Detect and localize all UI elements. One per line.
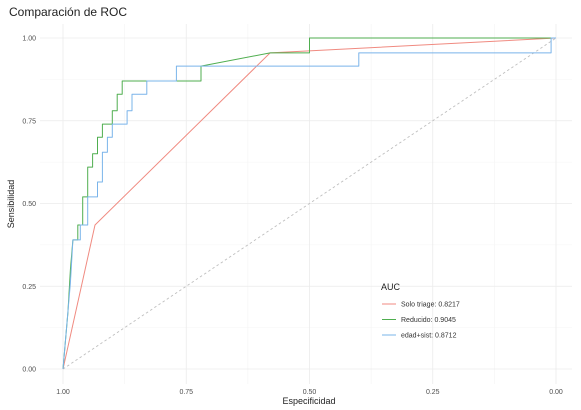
x-tick-label: 0.50: [303, 389, 317, 396]
series-line-2: [62, 37, 556, 370]
reference-line: [62, 37, 557, 370]
x-tick-label: 0.00: [549, 389, 563, 396]
y-tick-label: 0.00: [22, 367, 36, 374]
x-axis-ticks: 1.00 0.75 0.50 0.25 0.00: [56, 389, 563, 396]
series-lines: [62, 37, 557, 370]
y-tick-label: 0.25: [22, 284, 36, 291]
y-tick-label: 1.00: [22, 36, 36, 43]
legend-label-0: Solo triage: 0.8217: [401, 302, 460, 309]
legend: AUC Solo triage: 0.8217 Reducido: 0.9045 e…: [381, 282, 460, 340]
legend-title: AUC: [381, 282, 401, 292]
legend-label-1: Reducido: 0.9045: [401, 317, 456, 324]
series-line-0: [62, 37, 557, 370]
y-tick-label: 0.50: [22, 201, 36, 208]
series-line-1: [62, 37, 556, 370]
x-tick-label: 0.25: [426, 389, 440, 396]
x-tick-label: 1.00: [56, 389, 70, 396]
x-tick-label: 0.75: [179, 389, 193, 396]
reference-diagonal: [62, 37, 557, 370]
y-axis-title: Sensibilidad: [6, 180, 16, 229]
legend-label-2: edad+sist: 0.8712: [401, 333, 457, 340]
x-axis-title: Especificidad: [282, 396, 335, 406]
y-tick-label: 0.75: [22, 118, 36, 125]
y-axis-ticks: 0.00 0.25 0.50 0.75 1.00: [22, 36, 36, 374]
grid: [40, 24, 572, 384]
chart-title: Comparación de ROC: [9, 5, 127, 19]
